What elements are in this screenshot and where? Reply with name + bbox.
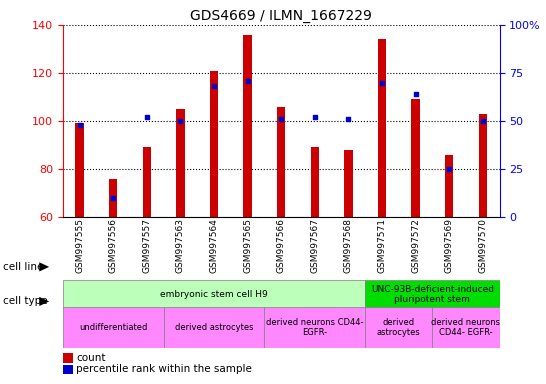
Text: cell line: cell line	[3, 262, 43, 272]
Point	[143, 114, 151, 120]
Text: percentile rank within the sample: percentile rank within the sample	[76, 364, 252, 374]
Bar	[378, 40, 386, 217]
Point	[277, 116, 286, 122]
Point	[411, 91, 420, 97]
Bar	[244, 35, 252, 217]
Bar	[109, 179, 117, 217]
Point	[210, 83, 218, 89]
Bar	[277, 107, 286, 217]
Bar	[63, 307, 164, 348]
Text: undifferentiated: undifferentiated	[79, 323, 147, 332]
Point	[243, 78, 252, 84]
Bar	[479, 114, 487, 217]
Text: derived astrocytes: derived astrocytes	[175, 323, 253, 332]
Text: count: count	[76, 353, 106, 363]
Text: cell type: cell type	[3, 296, 48, 306]
Text: derived neurons
CD44- EGFR-: derived neurons CD44- EGFR-	[431, 318, 501, 337]
Bar	[311, 147, 319, 217]
Text: embryonic stem cell H9: embryonic stem cell H9	[160, 290, 268, 299]
Point	[445, 166, 454, 172]
Point	[75, 122, 84, 128]
Bar	[432, 307, 500, 348]
Point	[478, 118, 487, 124]
Bar	[75, 123, 84, 217]
Bar	[176, 109, 185, 217]
Bar	[365, 307, 432, 348]
Point	[176, 118, 185, 124]
Bar	[143, 147, 151, 217]
Bar	[63, 280, 365, 309]
Text: derived neurons CD44-
EGFR-: derived neurons CD44- EGFR-	[266, 318, 364, 337]
Point	[378, 79, 387, 86]
Bar	[264, 307, 365, 348]
Text: derived
astrocytes: derived astrocytes	[377, 318, 420, 337]
Bar	[164, 307, 264, 348]
Bar	[445, 155, 453, 217]
Title: GDS4669 / ILMN_1667229: GDS4669 / ILMN_1667229	[190, 8, 372, 23]
Point	[109, 195, 117, 201]
Bar	[411, 99, 420, 217]
Text: UNC-93B-deficient-induced
pluripotent stem: UNC-93B-deficient-induced pluripotent st…	[371, 285, 494, 305]
Point	[311, 114, 319, 120]
Bar	[210, 71, 218, 217]
Point	[344, 116, 353, 122]
Bar	[365, 280, 500, 309]
Bar	[344, 150, 353, 217]
